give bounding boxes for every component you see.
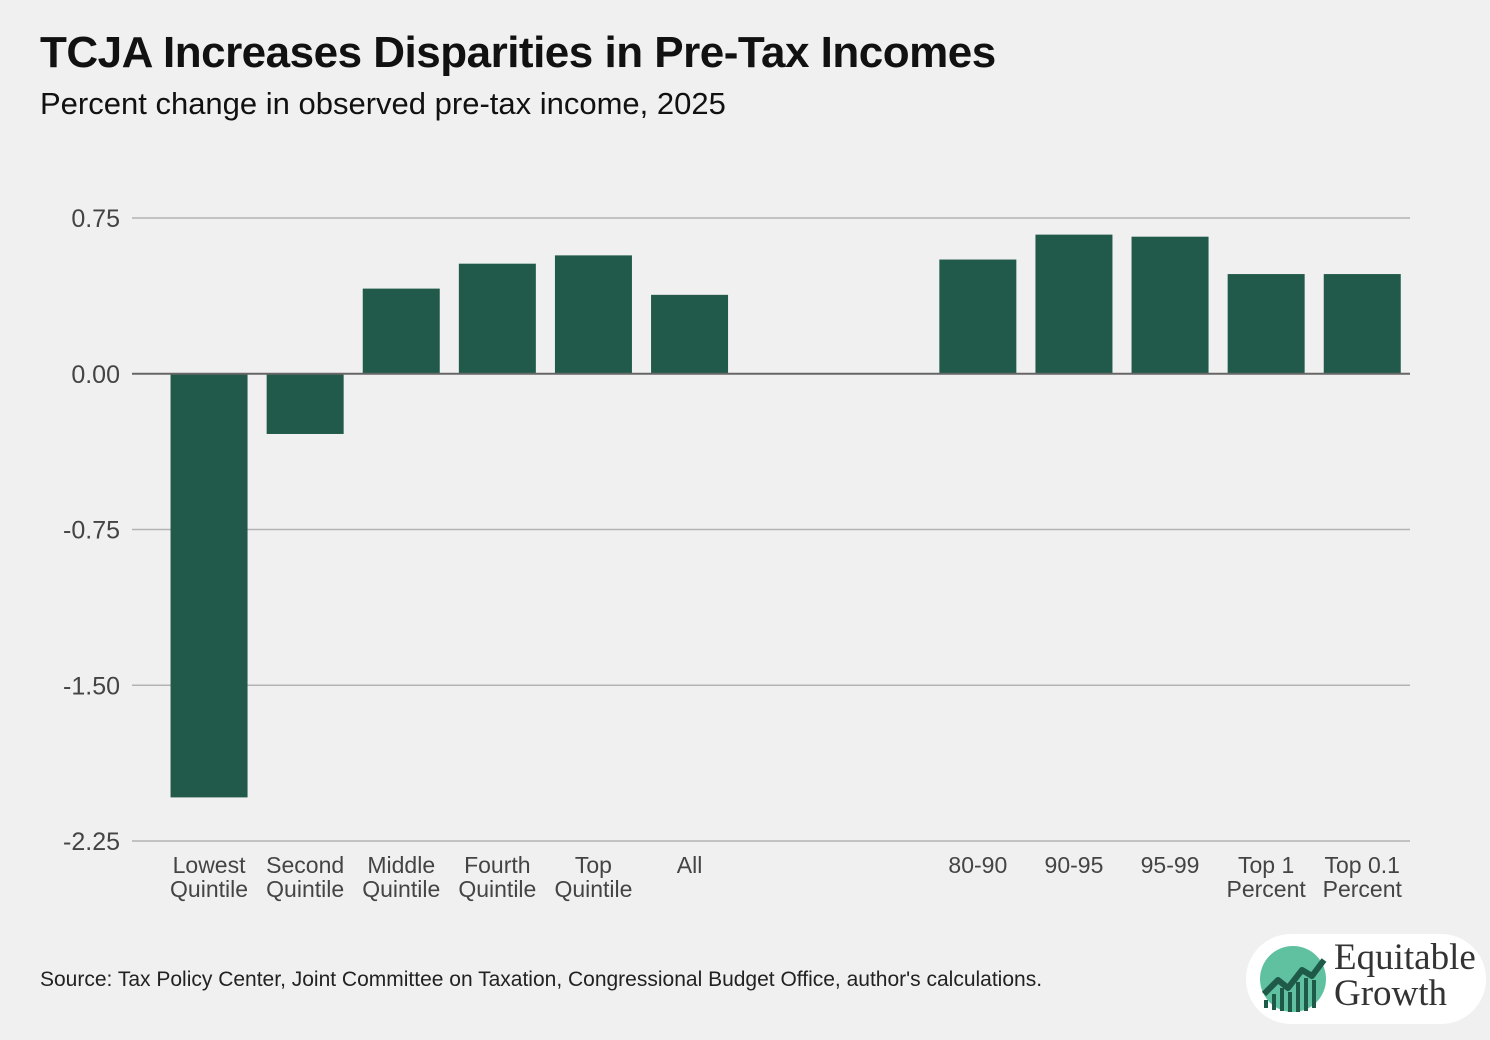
bar: [362, 288, 440, 374]
x-category-label: 80-90: [948, 852, 1007, 878]
bar: [939, 259, 1017, 374]
x-category-label: All: [677, 852, 703, 878]
bar: [458, 263, 536, 374]
rising-line-chart-icon: [1260, 946, 1327, 1012]
x-category-label: 90-95: [1045, 852, 1104, 878]
equitable-growth-logo: Equitable Growth: [1246, 934, 1486, 1024]
y-tick-label: -0.75: [63, 517, 120, 545]
bar: [651, 294, 729, 374]
bar: [266, 373, 344, 434]
chart-title: TCJA Increases Disparities in Pre-Tax In…: [40, 28, 996, 77]
x-category-label: Top 0.1 Percent: [1323, 852, 1403, 902]
x-category-label: 95-99: [1141, 852, 1200, 878]
y-tick-label: 0.75: [71, 205, 120, 233]
bar: [554, 255, 632, 374]
logo-line-2: Growth: [1334, 973, 1448, 1014]
bar: [1131, 236, 1209, 374]
x-category-label: Lowest Quintile: [170, 852, 248, 902]
logo-line-1: Equitable: [1334, 937, 1476, 978]
y-tick-label: -2.25: [63, 828, 120, 856]
y-tick-label: -1.50: [63, 672, 120, 700]
x-category-label: Second Quintile: [266, 852, 344, 902]
y-axis-ticks: 0.75 0.00 -0.75 -1.50 -2.25: [63, 205, 120, 856]
bar: [1227, 274, 1305, 374]
source-note: Source: Tax Policy Center, Joint Committ…: [40, 968, 1043, 991]
y-tick-label: 0.00: [71, 361, 120, 389]
bar: [1035, 234, 1113, 374]
x-axis-labels: Lowest Quintile Second Quintile Middle Quinti…: [170, 852, 1402, 902]
chart-subtitle: Percent change in observed pre-tax incom…: [40, 86, 726, 121]
bars: [170, 234, 1401, 798]
gridlines: [132, 217, 1410, 842]
logo-wordmark: Equitable Growth: [1334, 937, 1476, 1014]
x-category-label: Middle Quintile: [362, 852, 440, 902]
bar: [1323, 274, 1401, 374]
bar: [170, 373, 248, 798]
x-category-label: Top 1 Percent: [1227, 852, 1307, 902]
x-category-label: Fourth Quintile: [458, 852, 536, 902]
x-category-label: Top Quintile: [554, 852, 632, 902]
